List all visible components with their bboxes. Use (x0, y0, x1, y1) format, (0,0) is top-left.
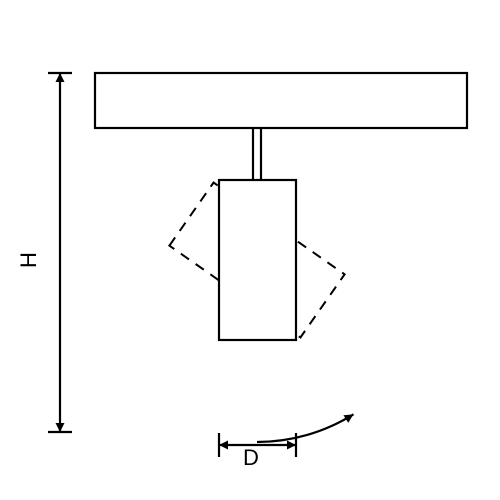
mounting-plate (95, 73, 467, 128)
h-dim-label: H (16, 252, 41, 268)
dimension-diagram: HD (0, 0, 500, 500)
d-dim-label: D (243, 445, 259, 470)
spot-body (219, 180, 296, 340)
swing-arc (257, 414, 353, 442)
